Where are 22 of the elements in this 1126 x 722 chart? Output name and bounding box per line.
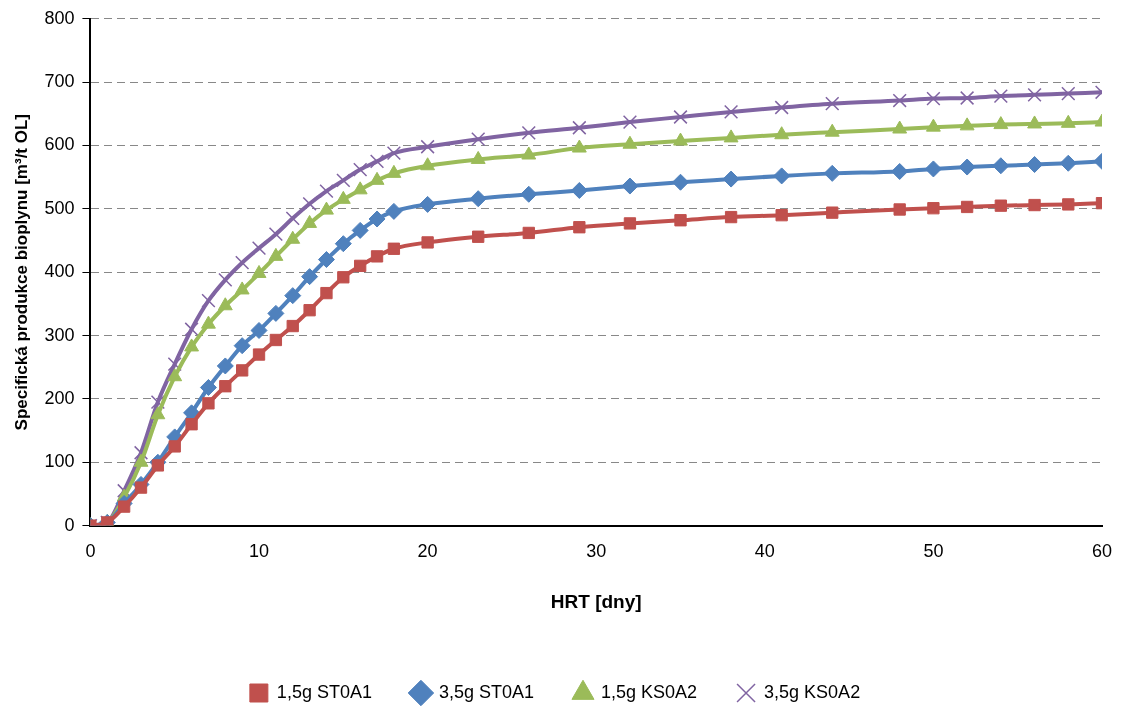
x-tick-label: 30	[586, 541, 607, 562]
x-tick-label: 60	[1091, 541, 1113, 562]
y-tick-label: 0	[64, 514, 75, 535]
y-tick-label: 100	[44, 451, 75, 472]
x-tick-label: 10	[249, 541, 270, 562]
y-tick-label: 700	[44, 71, 75, 92]
y-tick-label: 600	[44, 134, 75, 155]
y-tick-label: 300	[44, 324, 75, 345]
y-tick-label: 400	[44, 261, 75, 282]
x-tick-label: 0	[85, 541, 96, 562]
legend-label: 3,5g KS0A2	[764, 681, 861, 702]
x-tick-label: 50	[923, 541, 944, 562]
y-tick-label: 200	[44, 387, 75, 408]
y-tick-label: 800	[44, 7, 75, 28]
y-axis-title: Specifická produkce bioplynu [m³/t OL]	[11, 113, 31, 431]
legend-label: 3,5g ST0A1	[438, 681, 534, 702]
x-tick-label: 40	[754, 541, 775, 562]
x-axis-title: HRT [dny]	[550, 590, 642, 612]
x-tick-label: 20	[417, 541, 438, 562]
legend-label: 1,5g KS0A2	[600, 681, 698, 702]
y-tick-label: 500	[44, 197, 75, 218]
legend-label: 1,5g ST0A1	[276, 681, 372, 702]
